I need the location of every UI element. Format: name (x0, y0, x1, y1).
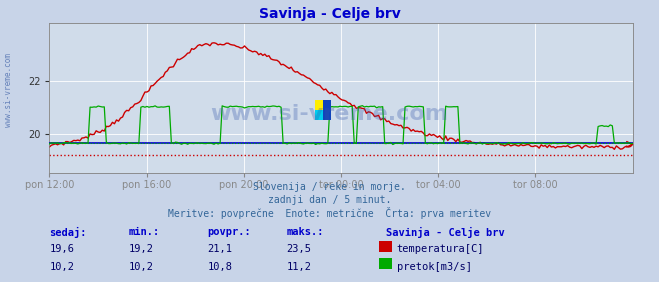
Text: www.si-vreme.com: www.si-vreme.com (4, 53, 13, 127)
Text: 11,2: 11,2 (287, 262, 312, 272)
Polygon shape (324, 100, 331, 120)
Text: maks.:: maks.: (287, 227, 324, 237)
Text: Savinja - Celje brv: Savinja - Celje brv (386, 227, 504, 238)
Text: pretok[m3/s]: pretok[m3/s] (397, 262, 472, 272)
Text: zadnji dan / 5 minut.: zadnji dan / 5 minut. (268, 195, 391, 204)
Text: 21,1: 21,1 (208, 244, 233, 254)
Text: www.si-vreme.com: www.si-vreme.com (210, 104, 449, 124)
Text: min.:: min.: (129, 227, 159, 237)
Text: 23,5: 23,5 (287, 244, 312, 254)
Polygon shape (315, 110, 324, 120)
Text: Slovenija / reke in morje.: Slovenija / reke in morje. (253, 182, 406, 192)
Text: povpr.:: povpr.: (208, 227, 251, 237)
Text: 19,2: 19,2 (129, 244, 154, 254)
Polygon shape (315, 100, 324, 110)
Text: Meritve: povprečne  Enote: metrične  Črta: prva meritev: Meritve: povprečne Enote: metrične Črta:… (168, 207, 491, 219)
Text: Savinja - Celje brv: Savinja - Celje brv (258, 7, 401, 21)
Text: temperatura[C]: temperatura[C] (397, 244, 484, 254)
Text: sedaj:: sedaj: (49, 227, 87, 238)
Text: 10,2: 10,2 (129, 262, 154, 272)
Text: 19,6: 19,6 (49, 244, 74, 254)
Text: 10,8: 10,8 (208, 262, 233, 272)
Text: 10,2: 10,2 (49, 262, 74, 272)
